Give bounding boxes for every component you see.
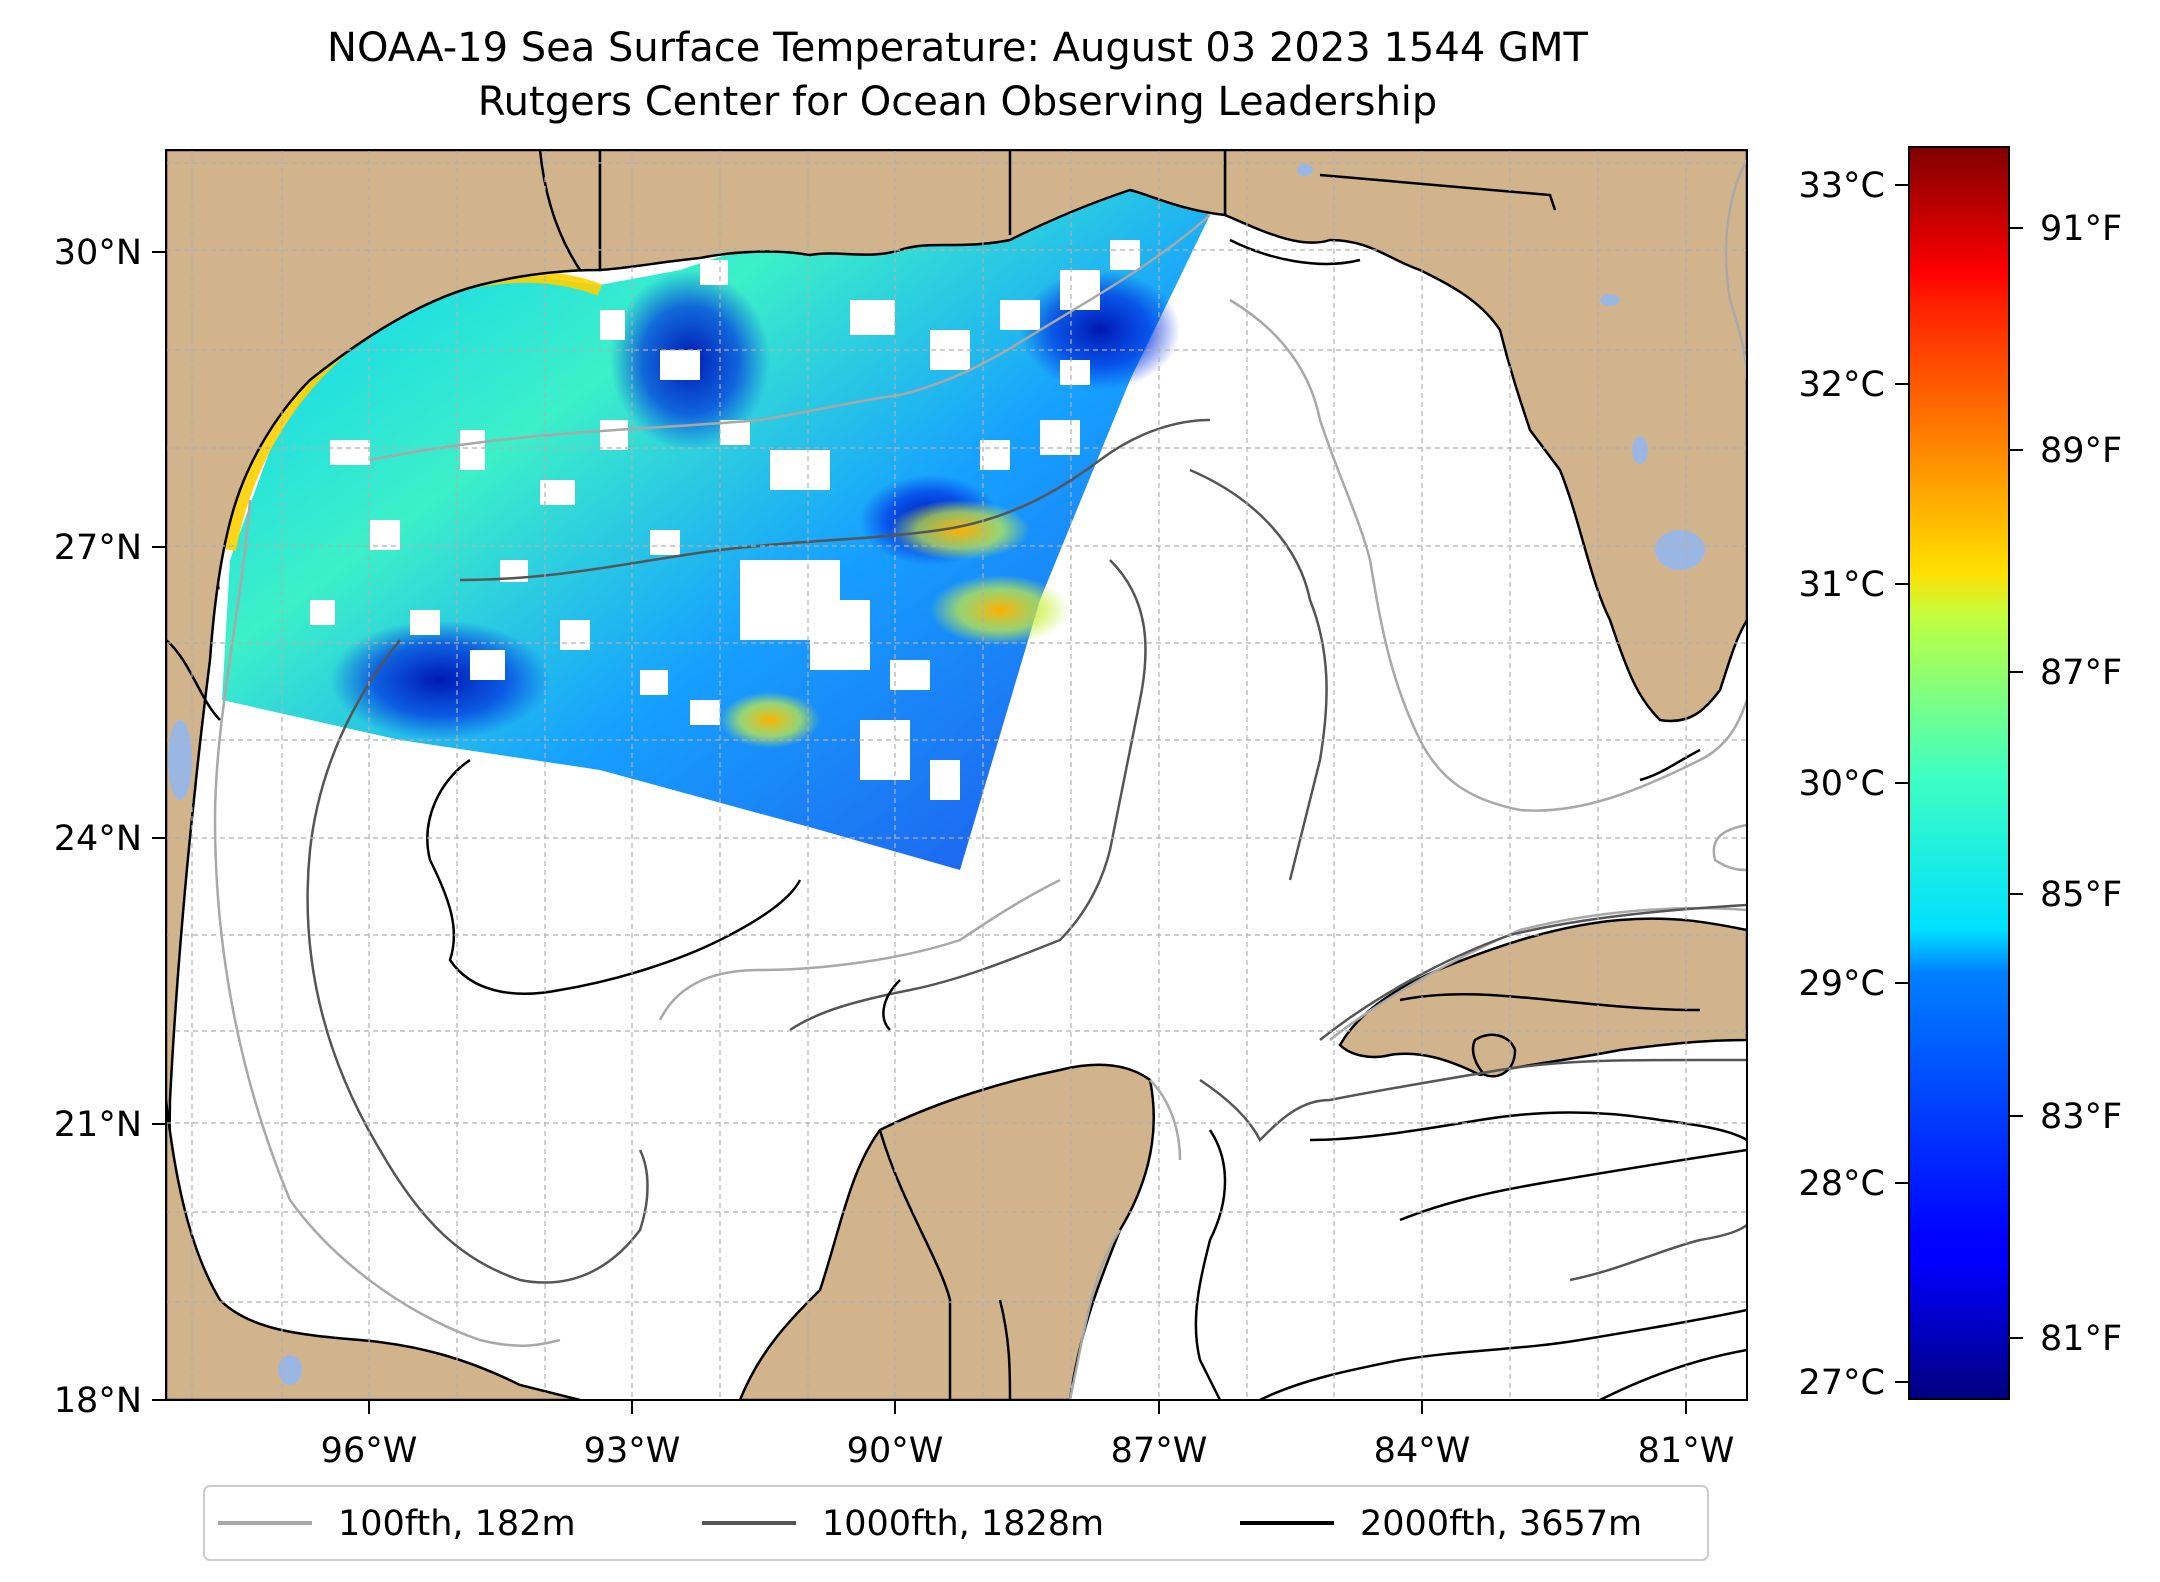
gridlines bbox=[166, 150, 1747, 1400]
lat-label-27n: 27°N bbox=[54, 528, 142, 568]
fahrenheit-label-89: 89°F bbox=[2040, 431, 2122, 471]
legend: 100fth, 182m 1000fth, 1828m 2000fth, 365… bbox=[203, 1485, 1709, 1561]
lon-label-84w: 84°W bbox=[1374, 1431, 1471, 1471]
lon-label-93w: 93°W bbox=[584, 1431, 681, 1471]
legend-label-2000fth: 2000fth, 3657m bbox=[1360, 1504, 1642, 1544]
lat-label-21n: 21°N bbox=[54, 1105, 142, 1145]
map-panel[interactable] bbox=[166, 150, 1747, 1400]
celsius-label-32: 32°C bbox=[1799, 365, 1885, 405]
celsius-label-27: 27°C bbox=[1799, 1363, 1885, 1403]
map-subtitle: Rutgers Center for Ocean Observing Leade… bbox=[477, 79, 1438, 125]
lat-label-18n: 18°N bbox=[54, 1381, 142, 1421]
lon-label-90w: 90°W bbox=[847, 1431, 944, 1471]
celsius-label-29: 29°C bbox=[1799, 964, 1885, 1004]
fahrenheit-label-85: 85°F bbox=[2040, 875, 2122, 915]
map-title: NOAA-19 Sea Surface Temperature: August … bbox=[327, 25, 1588, 71]
colorbar-fahrenheit-ticks bbox=[2009, 227, 2023, 1339]
colorbar-fahrenheit-labels: 91°F 89°F 87°F 85°F 83°F 81°F bbox=[2040, 209, 2122, 1359]
land bbox=[166, 150, 1747, 1400]
fahrenheit-label-87: 87°F bbox=[2040, 653, 2122, 693]
latitude-labels: 30°N 27°N 24°N 21°N 18°N bbox=[54, 233, 142, 1421]
colorbar-celsius-ticks bbox=[1895, 184, 1909, 1383]
colorbar-gradient bbox=[1908, 146, 2010, 1400]
isobath-100fth bbox=[213, 159, 1747, 1400]
us-gulf-coast-land bbox=[166, 150, 1747, 723]
lat-label-30n: 30°N bbox=[54, 233, 142, 273]
longitude-labels: 96°W 93°W 90°W 87°W 84°W 81°W bbox=[321, 1431, 1735, 1471]
lon-label-87w: 87°W bbox=[1111, 1431, 1208, 1471]
lat-label-24n: 24°N bbox=[54, 819, 142, 859]
lon-label-81w: 81°W bbox=[1638, 1431, 1735, 1471]
borders bbox=[166, 150, 1557, 1400]
isobath-2000fth bbox=[426, 238, 1747, 1400]
celsius-label-28: 28°C bbox=[1799, 1164, 1885, 1204]
fahrenheit-label-91: 91°F bbox=[2040, 209, 2122, 249]
legend-label-1000fth: 1000fth, 1828m bbox=[822, 1504, 1104, 1544]
map-frame bbox=[165, 149, 1748, 1401]
colorbar: 33°C 32°C 31°C 30°C 29°C 28°C 27°C 91°F … bbox=[1799, 146, 2122, 1403]
fahrenheit-label-81: 81°F bbox=[2040, 1319, 2122, 1359]
fahrenheit-label-83: 83°F bbox=[2040, 1097, 2122, 1137]
mexico-land bbox=[166, 1099, 581, 1400]
celsius-label-30: 30°C bbox=[1799, 764, 1885, 804]
legend-box bbox=[203, 1485, 1709, 1561]
yucatan-land bbox=[738, 1063, 1155, 1400]
colorbar-celsius-labels: 33°C 32°C 31°C 30°C 29°C 28°C 27°C bbox=[1799, 166, 1885, 1403]
legend-label-100fth: 100fth, 182m bbox=[338, 1504, 576, 1544]
celsius-label-33: 33°C bbox=[1799, 166, 1885, 206]
cuba-land bbox=[1338, 917, 1747, 1077]
axis-ticks bbox=[152, 251, 1687, 1414]
celsius-label-31: 31°C bbox=[1799, 565, 1885, 605]
lon-label-96w: 96°W bbox=[321, 1431, 418, 1471]
